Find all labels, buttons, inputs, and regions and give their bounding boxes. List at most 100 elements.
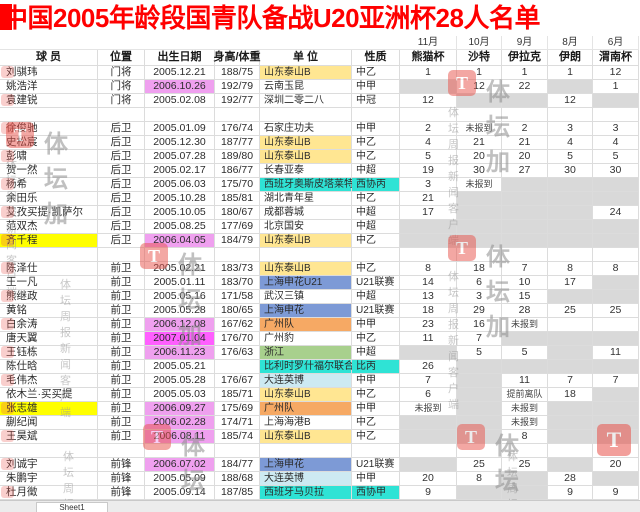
month-header-cell[interactable]: 11月	[400, 36, 457, 50]
birthdate-cell[interactable]: 2007.01.04	[145, 332, 215, 346]
nature-cell[interactable]: 中乙	[352, 150, 400, 164]
player-name-cell[interactable]: 刘骐玮	[0, 66, 98, 80]
position-cell[interactable]: 前卫	[98, 304, 145, 318]
tournament-cell[interactable]: 5	[400, 150, 457, 164]
event-header-cell[interactable]: 沙特	[457, 50, 502, 66]
tournament-cell[interactable]: 19	[400, 164, 457, 178]
empty-cell[interactable]	[98, 108, 145, 122]
player-name-cell[interactable]: 陈泽仕	[0, 262, 98, 276]
tournament-cell[interactable]	[457, 192, 502, 206]
nature-cell[interactable]: 中甲	[352, 472, 400, 486]
height-weight-cell[interactable]: 192/79	[215, 80, 260, 94]
month-header-cell[interactable]: 9月	[502, 36, 548, 50]
tournament-cell[interactable]: 6	[457, 276, 502, 290]
height-weight-cell[interactable]: 176/70	[215, 332, 260, 346]
club-cell[interactable]: 上海申花	[260, 304, 352, 318]
tournament-cell[interactable]	[457, 402, 502, 416]
tournament-cell[interactable]: 10	[502, 276, 548, 290]
empty-cell[interactable]	[98, 444, 145, 458]
empty-cell[interactable]	[352, 444, 400, 458]
tournament-cell[interactable]	[593, 360, 639, 374]
tournament-cell[interactable]	[593, 290, 639, 304]
empty-cell[interactable]	[215, 444, 260, 458]
empty-cell[interactable]	[593, 108, 639, 122]
tournament-cell[interactable]	[400, 80, 457, 94]
tournament-cell[interactable]: 18	[400, 304, 457, 318]
tournament-cell[interactable]	[548, 178, 593, 192]
tournament-cell[interactable]: 3	[400, 178, 457, 192]
tournament-cell[interactable]: 7	[593, 374, 639, 388]
tournament-cell[interactable]	[400, 346, 457, 360]
tournament-cell[interactable]	[502, 220, 548, 234]
player-name-cell[interactable]: 依木兰·买买提	[0, 388, 98, 402]
height-weight-cell[interactable]	[215, 360, 260, 374]
tournament-cell[interactable]	[548, 402, 593, 416]
tournament-cell[interactable]: 11	[593, 346, 639, 360]
tournament-cell[interactable]: 未报到	[502, 416, 548, 430]
tournament-cell[interactable]: 13	[400, 290, 457, 304]
tournament-cell[interactable]	[593, 220, 639, 234]
nature-cell[interactable]: 中乙	[352, 416, 400, 430]
tournament-cell[interactable]: 21	[502, 136, 548, 150]
tournament-cell[interactable]: 7	[502, 262, 548, 276]
empty-cell[interactable]	[260, 108, 352, 122]
club-cell[interactable]: 湖北青年星	[260, 192, 352, 206]
tournament-cell[interactable]: 5	[548, 150, 593, 164]
height-weight-cell[interactable]: 192/77	[215, 94, 260, 108]
tournament-cell[interactable]: 7	[457, 332, 502, 346]
player-name-cell[interactable]: 余田乐	[0, 192, 98, 206]
tournament-cell[interactable]: 28	[502, 304, 548, 318]
position-cell[interactable]: 门将	[98, 66, 145, 80]
tournament-cell[interactable]: 5	[593, 150, 639, 164]
tournament-cell[interactable]: 25	[457, 458, 502, 472]
tournament-cell[interactable]: 12	[593, 66, 639, 80]
tournament-cell[interactable]	[400, 234, 457, 248]
tournament-cell[interactable]	[593, 234, 639, 248]
tournament-cell[interactable]: 27	[502, 164, 548, 178]
nature-cell[interactable]: 中超	[352, 290, 400, 304]
position-cell[interactable]: 前卫	[98, 402, 145, 416]
tournament-cell[interactable]	[548, 234, 593, 248]
tournament-cell[interactable]: 1	[548, 66, 593, 80]
nature-cell[interactable]: 中超	[352, 346, 400, 360]
club-cell[interactable]: 山东泰山B	[260, 66, 352, 80]
column-header-cell[interactable]: 出生日期	[145, 50, 215, 66]
column-header-cell[interactable]: 位置	[98, 50, 145, 66]
empty-cell[interactable]	[145, 444, 215, 458]
tournament-cell[interactable]: 23	[400, 318, 457, 332]
birthdate-cell[interactable]: 2005.08.25	[145, 220, 215, 234]
tournament-cell[interactable]	[548, 416, 593, 430]
birthdate-cell[interactable]: 2005.12.21	[145, 66, 215, 80]
tournament-cell[interactable]	[502, 234, 548, 248]
empty-cell[interactable]	[352, 248, 400, 262]
tournament-cell[interactable]	[593, 276, 639, 290]
nature-cell[interactable]: 中超	[352, 206, 400, 220]
position-cell[interactable]: 后卫	[98, 234, 145, 248]
tournament-cell[interactable]: 1	[400, 66, 457, 80]
tournament-cell[interactable]: 16	[457, 318, 502, 332]
height-weight-cell[interactable]: 185/71	[215, 388, 260, 402]
tournament-cell[interactable]: 25	[502, 458, 548, 472]
birthdate-cell[interactable]: 2005.12.30	[145, 136, 215, 150]
player-name-cell[interactable]: 齐千程	[0, 234, 98, 248]
position-cell[interactable]: 前卫	[98, 388, 145, 402]
position-cell[interactable]: 前卫	[98, 374, 145, 388]
empty-cell[interactable]	[352, 108, 400, 122]
position-cell[interactable]: 后卫	[98, 206, 145, 220]
tournament-cell[interactable]	[593, 388, 639, 402]
month-header-cell[interactable]: 8月	[548, 36, 593, 50]
tournament-cell[interactable]	[593, 192, 639, 206]
tournament-cell[interactable]	[593, 402, 639, 416]
tournament-cell[interactable]: 18	[548, 388, 593, 402]
nature-cell[interactable]: U21联赛	[352, 276, 400, 290]
tournament-cell[interactable]	[593, 430, 639, 444]
player-name-cell[interactable]: 王一凡	[0, 276, 98, 290]
position-cell[interactable]: 前卫	[98, 416, 145, 430]
player-name-cell[interactable]: 王昊斌	[0, 430, 98, 444]
tournament-cell[interactable]: 9	[593, 486, 639, 500]
nature-cell[interactable]: 中乙	[352, 430, 400, 444]
club-cell[interactable]: 云南玉昆	[260, 80, 352, 94]
empty-cell[interactable]	[400, 108, 457, 122]
tournament-cell[interactable]: 21	[457, 136, 502, 150]
height-weight-cell[interactable]: 176/74	[215, 122, 260, 136]
